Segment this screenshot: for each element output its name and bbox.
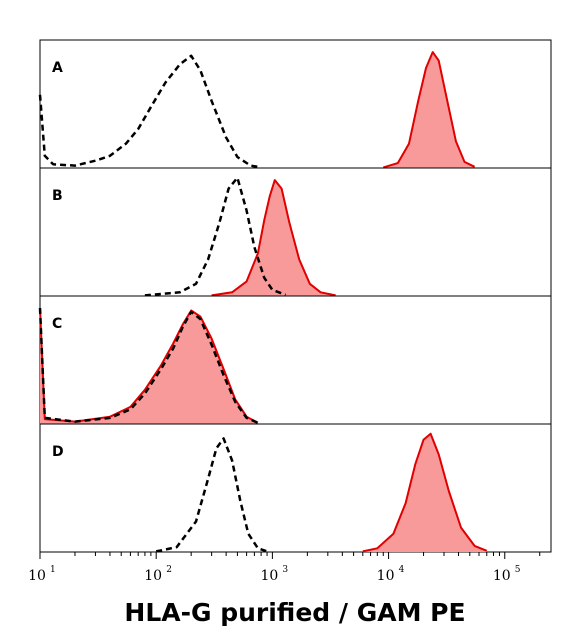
control-histogram-line xyxy=(38,54,262,169)
panel-frame xyxy=(39,295,552,425)
histogram-panel-c: C xyxy=(38,295,552,425)
sample-histogram-fill xyxy=(211,180,336,296)
sample-histogram-line xyxy=(211,179,336,297)
panel-label: C xyxy=(52,316,62,332)
x-tick-label: 10 3 xyxy=(260,565,288,584)
sample-histogram-fill xyxy=(40,308,258,424)
x-axis-ticks: 10 1 10 2 10 3 10 4 10 5 xyxy=(28,552,541,584)
control-histogram-line xyxy=(144,176,287,297)
tick-exponent: 2 xyxy=(166,565,172,575)
panel-label: D xyxy=(52,444,64,460)
tick-base: 10 xyxy=(260,568,278,584)
x-tick-label: 10 2 xyxy=(144,565,172,584)
panel-frame xyxy=(39,423,552,553)
x-tick-label: 10 1 xyxy=(28,565,56,584)
tick-exponent: 3 xyxy=(282,565,288,575)
x-tick-label: 10 4 xyxy=(377,565,405,584)
x-tick-label: 10 5 xyxy=(493,565,521,584)
panel-label: B xyxy=(52,188,63,204)
tick-base: 10 xyxy=(377,568,395,584)
tick-exponent: 4 xyxy=(399,565,405,575)
control-histogram-line xyxy=(155,437,268,553)
panel-frame xyxy=(39,39,552,169)
tick-exponent: 5 xyxy=(515,565,521,575)
panel-label: A xyxy=(52,60,63,76)
x-axis-title: HLA-G purified / GAM PE xyxy=(124,598,465,627)
histogram-panel-a: A xyxy=(38,39,552,169)
sample-histogram-line xyxy=(39,308,259,424)
tick-exponent: 1 xyxy=(50,565,56,575)
control-histogram-line xyxy=(38,308,259,424)
histogram-panel-b: B xyxy=(39,167,552,297)
sample-histogram-line xyxy=(383,51,476,169)
sample-histogram-line xyxy=(362,432,488,553)
histogram-panel-d: D xyxy=(39,423,552,553)
tick-base: 10 xyxy=(28,568,46,584)
sample-histogram-fill xyxy=(383,52,475,168)
tick-base: 10 xyxy=(144,568,162,584)
tick-base: 10 xyxy=(493,568,511,584)
sample-histogram-fill xyxy=(362,433,487,552)
panels-layer: A B C D xyxy=(38,39,552,553)
